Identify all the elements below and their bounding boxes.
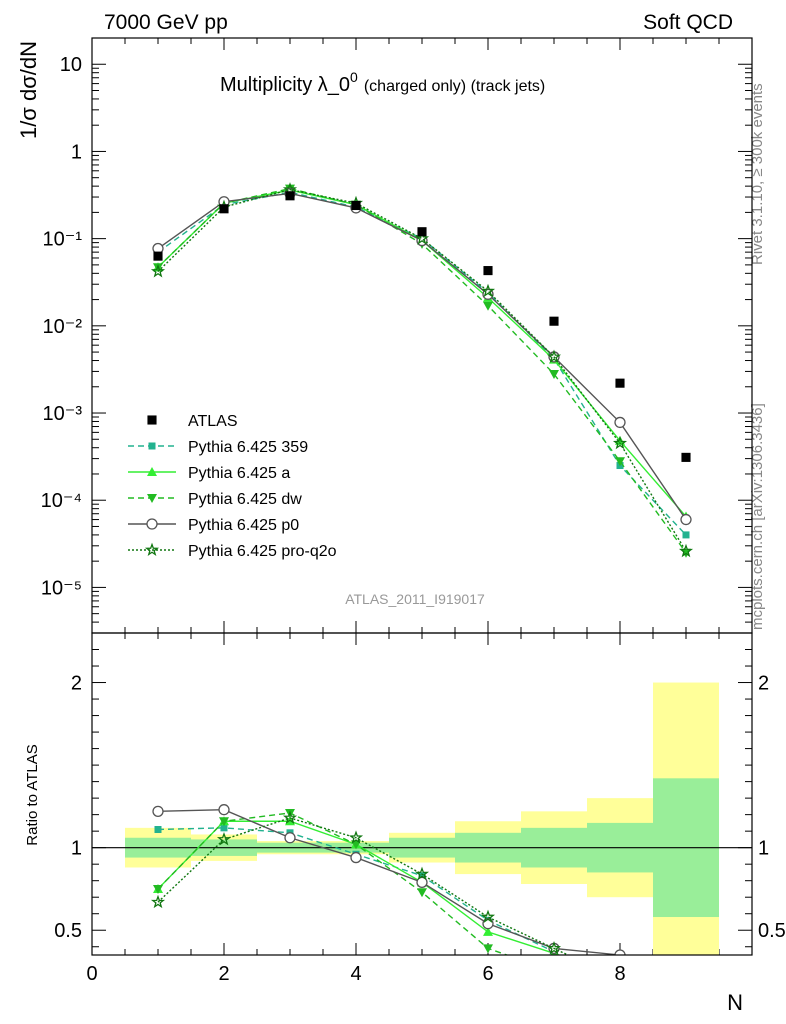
- title-main: Multiplicity λ_0: [220, 74, 350, 96]
- data-point-1: [153, 251, 163, 261]
- legend-marker-2: [147, 494, 157, 503]
- series-2-point-7: [549, 370, 559, 380]
- x-tick-8: 8: [614, 963, 625, 985]
- ratio-3-point-3: [284, 832, 296, 844]
- series-4-point-5: [414, 231, 430, 245]
- series-line-4: [157, 188, 687, 552]
- ratio-1-point-6: [483, 926, 493, 936]
- legend-marker-0: [148, 442, 156, 450]
- ratio-4-point-3: [282, 810, 298, 824]
- title-suffix: (charged only) (track jets): [364, 78, 545, 95]
- ratio-2-point-5: [417, 888, 427, 898]
- y-tick-1: 1: [71, 141, 82, 163]
- ratio-series-4: [150, 810, 570, 955]
- ratio-line-4: [157, 817, 570, 955]
- mcplots-label: mcplots.cern.ch [arXiv:1306.3436]: [749, 403, 766, 630]
- title-sup: 0: [350, 69, 358, 85]
- ratio-4-point-4: [348, 830, 364, 844]
- ratio-tick-left-1: 1: [71, 838, 82, 860]
- ratio-tick-right-1: 1: [758, 838, 769, 860]
- ratio-2-point-2: [219, 817, 229, 827]
- series-4-point-8: [612, 435, 628, 450]
- x-tick-2: 2: [218, 963, 229, 985]
- header-left: 7000 GeV pp: [104, 11, 228, 34]
- ratio-2-point-1: [153, 884, 163, 894]
- ratio-3-point-5: [416, 876, 428, 888]
- legend-label-2: Pythia 6.425 dw: [188, 491, 302, 508]
- series-2-point-6: [483, 301, 493, 311]
- legend-marker-3: [146, 518, 158, 530]
- ratio-tick-right-2: 2: [758, 673, 769, 695]
- legend-label-0: Pythia 6.425 359: [188, 439, 308, 456]
- ratio-3-point-2: [218, 804, 230, 816]
- x-tick-6: 6: [482, 963, 493, 985]
- y-tick-5: 10⁻⁴: [41, 490, 82, 512]
- legend-label-data: ATLAS: [188, 413, 238, 430]
- data-point-6: [483, 266, 493, 276]
- ratio-4-point-1: [150, 894, 166, 909]
- y-axis-label: 1/σ dσ/dN: [16, 41, 41, 139]
- series-2-point-8: [615, 457, 625, 467]
- ratio-frame: [91, 632, 753, 956]
- ratio-plot: 2 2 1 1 0.5 0.5: [54, 632, 786, 956]
- series-4: [150, 182, 694, 558]
- data-point-9: [681, 452, 691, 462]
- data-point-2: [219, 204, 229, 214]
- legend-marker-data: [147, 415, 157, 425]
- series-4-point-7: [546, 349, 562, 363]
- ratio-axis-label: Ratio to ATLAS: [24, 744, 41, 845]
- legend-label-3: Pythia 6.425 p0: [188, 517, 299, 534]
- y-tick-4: 10⁻³: [43, 403, 83, 425]
- series-3-point-9: [680, 513, 692, 526]
- series-4-point-9: [678, 543, 694, 558]
- series-3-point-8: [614, 416, 626, 429]
- plot-title: Multiplicity λ_00 (charged only) (track j…: [220, 69, 545, 96]
- ratio-0-point-1: [154, 826, 162, 834]
- series-4-point-6: [480, 283, 496, 298]
- y-tick-0: 10: [60, 54, 82, 76]
- ratio-3-point-8: [614, 949, 626, 955]
- analysis-watermark: ATLAS_2011_I919017: [345, 591, 485, 607]
- legend-label-4: Pythia 6.425 pro-q2o: [188, 543, 337, 560]
- x-tick-4: 4: [350, 963, 361, 985]
- y-tick-3: 10⁻²: [43, 316, 83, 338]
- data-point-8: [615, 378, 625, 388]
- series-4-point-1: [150, 264, 166, 278]
- ratio-tick-left-2: 2: [71, 673, 82, 695]
- series-1-point-8: [615, 435, 625, 445]
- header-right: Soft QCD: [643, 11, 733, 34]
- ratio-4-point-5: [414, 866, 430, 881]
- data-point-3: [285, 191, 295, 201]
- data-point-5: [417, 227, 427, 237]
- x-tick-0: 0: [86, 963, 97, 985]
- ratio-3-point-4: [350, 851, 362, 864]
- ratio-3-point-1: [152, 805, 164, 817]
- legend: ATLAS Pythia 6.425 359 Pythia 6.425 a Pythi…: [128, 413, 337, 560]
- ratio-tick-right-0.5: 0.5: [758, 920, 786, 942]
- y-tick-6: 10⁻⁵: [41, 577, 82, 599]
- ratio-tick-left-0.5: 0.5: [54, 920, 82, 942]
- ratio-4-point-6: [480, 909, 496, 924]
- data-point-4: [351, 200, 361, 211]
- ratio-0-point-2: [220, 824, 228, 832]
- series-0-point-9: [682, 531, 690, 539]
- ratio-2-point-6: [483, 944, 493, 954]
- rivet-label: Rivet 3.1.10, ≥ 300k events: [749, 83, 766, 265]
- legend-marker-4: [144, 542, 160, 557]
- y-tick-2: 10⁻¹: [43, 229, 83, 251]
- data-point-7: [549, 316, 559, 326]
- ratio-4-point-2: [216, 831, 232, 846]
- ratio-2-point-4: [351, 840, 361, 850]
- legend-marker-1: [147, 467, 157, 476]
- legend-label-1: Pythia 6.425 a: [188, 465, 290, 482]
- ratio-4-point-7: [546, 940, 562, 955]
- series-line-0: [157, 191, 687, 536]
- x-axis-label: N: [727, 990, 743, 1015]
